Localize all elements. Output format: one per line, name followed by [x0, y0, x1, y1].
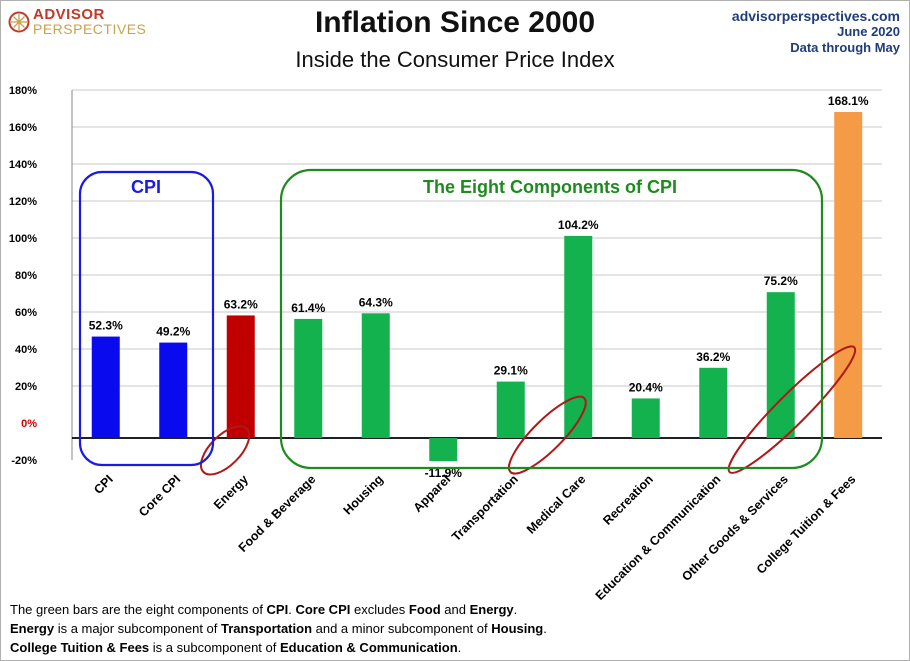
bar [294, 318, 323, 438]
y-tick-label: 0% [21, 418, 37, 430]
brand-line-2: PERSPECTIVES [33, 21, 147, 37]
source-site: advisorperspectives.com [731, 8, 900, 24]
bar [226, 315, 255, 438]
data-label: 20.4% [629, 380, 663, 394]
chart-title: Inflation Since 2000 [314, 6, 596, 39]
source-note: Data through May [790, 40, 900, 55]
x-category-label: Transportation [449, 472, 521, 544]
data-label: 61.4% [291, 301, 325, 315]
source-block: advisorperspectives.com June 2020 Data t… [732, 8, 900, 56]
footnote-line-2: Energy is a major subcomponent of Transp… [10, 621, 547, 636]
brand-logo: ADVISOR PERSPECTIVES [8, 6, 147, 37]
y-tick-label: 80% [15, 270, 37, 282]
y-tick-label: 20% [15, 381, 37, 393]
data-label: -11.9% [425, 466, 463, 480]
y-tick-label: 160% [9, 122, 37, 134]
data-label: 168.1% [828, 94, 869, 108]
data-label: 64.3% [359, 295, 393, 309]
highlight-circle [200, 425, 251, 476]
y-tick-label: -20% [11, 455, 37, 467]
highlight-circle [507, 395, 587, 475]
bar [159, 342, 188, 438]
bar [766, 292, 795, 438]
bar [564, 235, 593, 438]
source-date: June 2020 [837, 24, 900, 39]
x-category-label: Medical Care [524, 472, 588, 536]
footnote: The green bars are the eight components … [10, 600, 547, 657]
logo-mark-icon [8, 11, 30, 33]
footnote-line-3: College Tuition & Fees is a subcomponent… [10, 640, 462, 655]
data-label: 63.2% [224, 297, 258, 311]
x-category-label: Energy [211, 472, 251, 512]
brand-line-1: ADVISOR [33, 6, 105, 23]
y-tick-label: 100% [9, 233, 37, 245]
cpi-group-label: CPI [131, 177, 161, 197]
bar [631, 398, 660, 438]
data-label: 52.3% [89, 319, 123, 333]
x-category-label: Core CPI [136, 472, 183, 519]
y-tick-label: 120% [9, 196, 37, 208]
chart-subtitle: Inside the Consumer Price Index [295, 47, 615, 72]
components-group-label: The Eight Components of CPI [423, 177, 677, 197]
data-label: 49.2% [156, 325, 190, 339]
bar [361, 313, 390, 438]
bar [91, 336, 120, 438]
data-label: 75.2% [764, 274, 798, 288]
bar [834, 112, 863, 438]
y-tick-label: 140% [9, 159, 37, 171]
bar [429, 438, 458, 462]
footnote-line-1: The green bars are the eight components … [10, 602, 518, 617]
x-category-label: CPI [91, 472, 116, 497]
bar [496, 381, 525, 438]
y-tick-label: 60% [15, 307, 37, 319]
y-tick-label: 40% [15, 344, 37, 356]
components-group-box [279, 168, 824, 470]
x-category-label: Recreation [600, 472, 656, 528]
x-category-label: Education & Communication [593, 472, 724, 603]
cpi-group-box [78, 170, 215, 467]
highlight-circle [727, 345, 857, 474]
data-label: 104.2% [558, 218, 599, 232]
data-label: 29.1% [494, 364, 528, 378]
data-label: 36.2% [696, 350, 730, 364]
y-tick-label: 180% [9, 85, 37, 97]
bar [699, 367, 728, 438]
x-category-label: Housing [341, 472, 386, 517]
